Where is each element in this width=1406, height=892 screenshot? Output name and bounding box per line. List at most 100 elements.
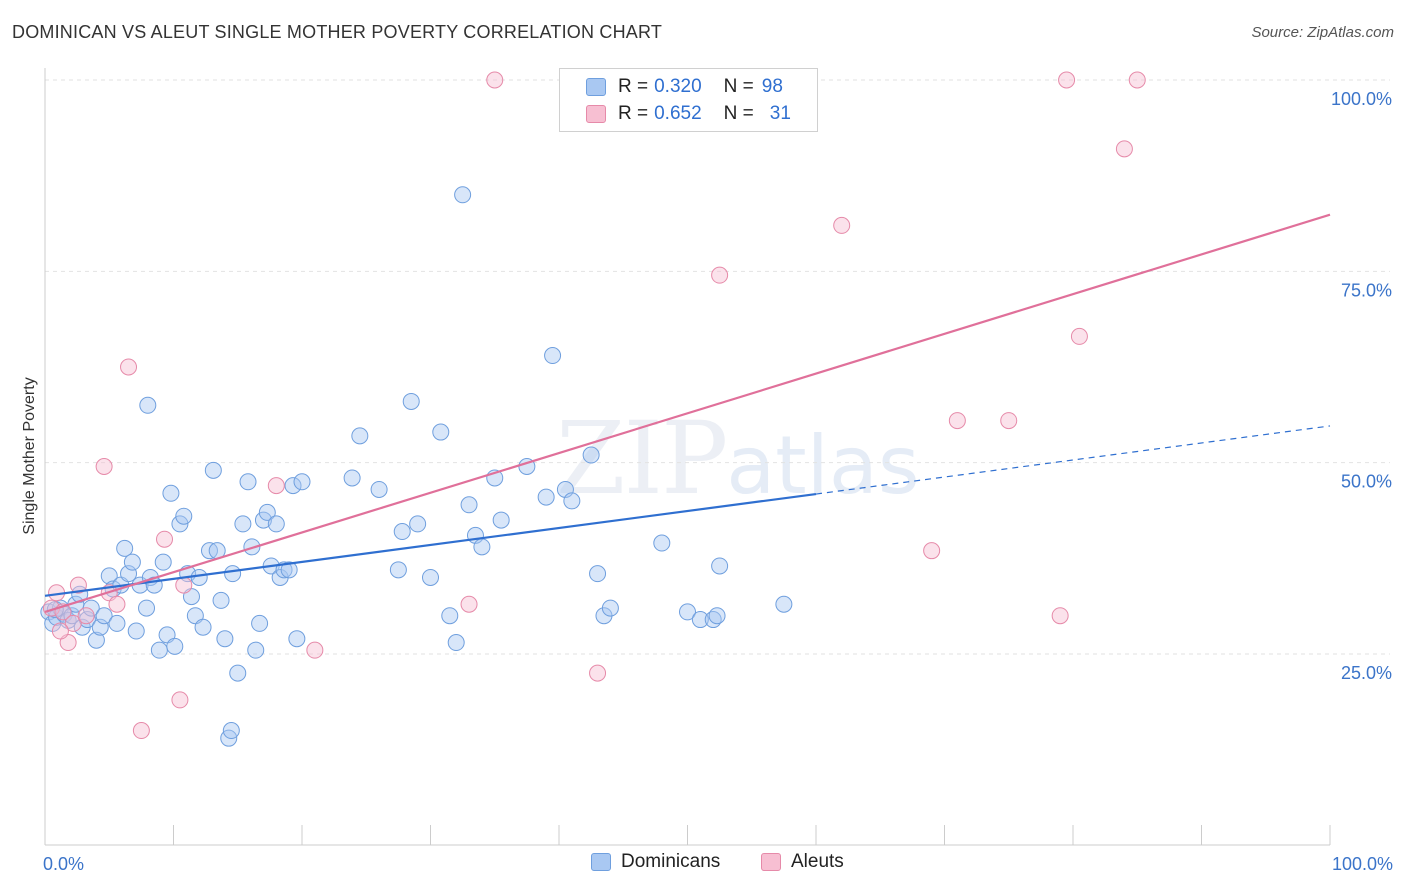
dominican-point bbox=[91, 618, 109, 636]
dominican-point bbox=[409, 515, 427, 533]
legend-n-label: N = bbox=[723, 103, 754, 124]
dominican-point bbox=[127, 622, 145, 640]
aleut-point bbox=[1128, 71, 1146, 89]
dominican-point bbox=[194, 618, 212, 636]
data-points bbox=[40, 71, 1146, 747]
aleut-point bbox=[69, 576, 87, 594]
aleut-trend-line bbox=[44, 213, 1331, 613]
dominican-point bbox=[293, 473, 311, 491]
legend-label-aleuts: Aleuts bbox=[791, 851, 844, 872]
aleut-point bbox=[267, 477, 285, 495]
legend-r-value: 0.320 bbox=[654, 76, 702, 97]
dominican-point bbox=[460, 496, 478, 514]
dominican-point bbox=[190, 568, 208, 586]
dominican-point bbox=[473, 538, 491, 556]
dominican-point bbox=[116, 539, 134, 557]
aleut-point bbox=[120, 358, 138, 376]
dominican-point bbox=[139, 396, 157, 414]
dominican-point bbox=[254, 511, 272, 529]
x-tick-label: 100.0% bbox=[1332, 854, 1393, 874]
source-label: Source: ZipAtlas.com bbox=[1251, 24, 1394, 41]
dominican-point bbox=[582, 446, 600, 464]
dominican-point bbox=[267, 515, 285, 533]
legend-n-value: 98 bbox=[761, 76, 783, 97]
dominican-point bbox=[288, 630, 306, 648]
aleut-point bbox=[833, 216, 851, 234]
dominican-point bbox=[138, 599, 156, 617]
tick-labels: 25.0% 50.0% 75.0% 100.0% 0.0% 100.0% bbox=[43, 89, 1393, 874]
dominican-point bbox=[166, 637, 184, 655]
dominican-point bbox=[222, 722, 240, 740]
dominican-point bbox=[258, 503, 276, 521]
dominican-point bbox=[691, 611, 709, 629]
aleut-point bbox=[175, 576, 193, 594]
dominican-point bbox=[441, 607, 459, 625]
aleut-point bbox=[1000, 412, 1018, 430]
aleut-point bbox=[156, 530, 174, 548]
dominican-point bbox=[251, 614, 269, 632]
dominican-point bbox=[229, 664, 247, 682]
legend-row-aleuts: R = 0.652 N = 31 bbox=[586, 102, 791, 126]
legend-r-value: 0.652 bbox=[654, 103, 702, 124]
aleut-point bbox=[77, 607, 95, 625]
dominican-point bbox=[162, 484, 180, 502]
aleut-point bbox=[1115, 140, 1133, 158]
dominican-point bbox=[100, 567, 118, 585]
stats-legend: R = 0.320 N = 98 R = 0.652 N = 31 bbox=[559, 68, 818, 132]
legend-item-aleuts[interactable]: Aleuts bbox=[761, 851, 844, 873]
dominican-point bbox=[234, 515, 252, 533]
dominican-trend-line-extension bbox=[815, 425, 1331, 495]
dominican-point bbox=[492, 511, 510, 529]
dominican-point bbox=[343, 469, 361, 487]
legend-r-label: R = bbox=[618, 76, 649, 97]
aleut-point bbox=[923, 542, 941, 560]
dominican-point bbox=[563, 492, 581, 510]
dominican-point bbox=[212, 591, 230, 609]
dominican-point bbox=[108, 614, 126, 632]
legend-n-value: 31 bbox=[769, 103, 791, 124]
dominican-point bbox=[422, 568, 439, 586]
dominican-point bbox=[711, 557, 729, 575]
aleut-point bbox=[1070, 327, 1088, 345]
dominican-point bbox=[601, 599, 619, 617]
aleut-point bbox=[460, 595, 478, 613]
aleut-point bbox=[1051, 607, 1069, 625]
dominican-point bbox=[239, 473, 257, 491]
dominican-point bbox=[544, 347, 562, 365]
aleut-point bbox=[589, 664, 607, 682]
legend-swatch-dominicans bbox=[586, 78, 606, 96]
dominican-point bbox=[175, 507, 193, 525]
y-tick-label: 75.0% bbox=[1341, 280, 1392, 300]
dominican-point bbox=[216, 630, 234, 648]
dominican-point bbox=[389, 561, 407, 579]
dominican-point bbox=[653, 534, 671, 552]
dominican-point bbox=[537, 488, 555, 506]
trend-lines bbox=[44, 213, 1331, 613]
dominican-point bbox=[123, 553, 141, 571]
legend-item-dominicans[interactable]: Dominicans bbox=[591, 851, 720, 873]
aleut-point bbox=[711, 266, 729, 284]
dominican-point bbox=[393, 523, 411, 541]
legend-swatch-dominicans bbox=[591, 853, 611, 871]
x-tick-label: 0.0% bbox=[43, 854, 84, 874]
legend-swatch-aleuts bbox=[586, 105, 606, 123]
legend-n-label: N = bbox=[723, 76, 754, 97]
dominican-point bbox=[370, 480, 388, 498]
y-tick-label: 25.0% bbox=[1341, 663, 1392, 683]
dominican-point bbox=[447, 634, 465, 652]
y-tick-label: 100.0% bbox=[1331, 89, 1392, 109]
dominican-point bbox=[171, 515, 189, 533]
aleut-point bbox=[171, 691, 189, 709]
aleut-point bbox=[64, 614, 82, 632]
axes bbox=[44, 68, 1331, 846]
dominican-point bbox=[280, 561, 298, 579]
aleut-point bbox=[486, 71, 504, 89]
series-legend: Dominicans Aleuts bbox=[0, 851, 1406, 877]
legend-label-dominicans: Dominicans bbox=[621, 851, 721, 872]
dominican-point bbox=[679, 603, 696, 621]
legend-r-label: R = bbox=[618, 103, 649, 124]
dominican-point bbox=[708, 607, 726, 625]
dominican-point bbox=[154, 553, 172, 571]
y-tick-label: 50.0% bbox=[1341, 472, 1392, 492]
